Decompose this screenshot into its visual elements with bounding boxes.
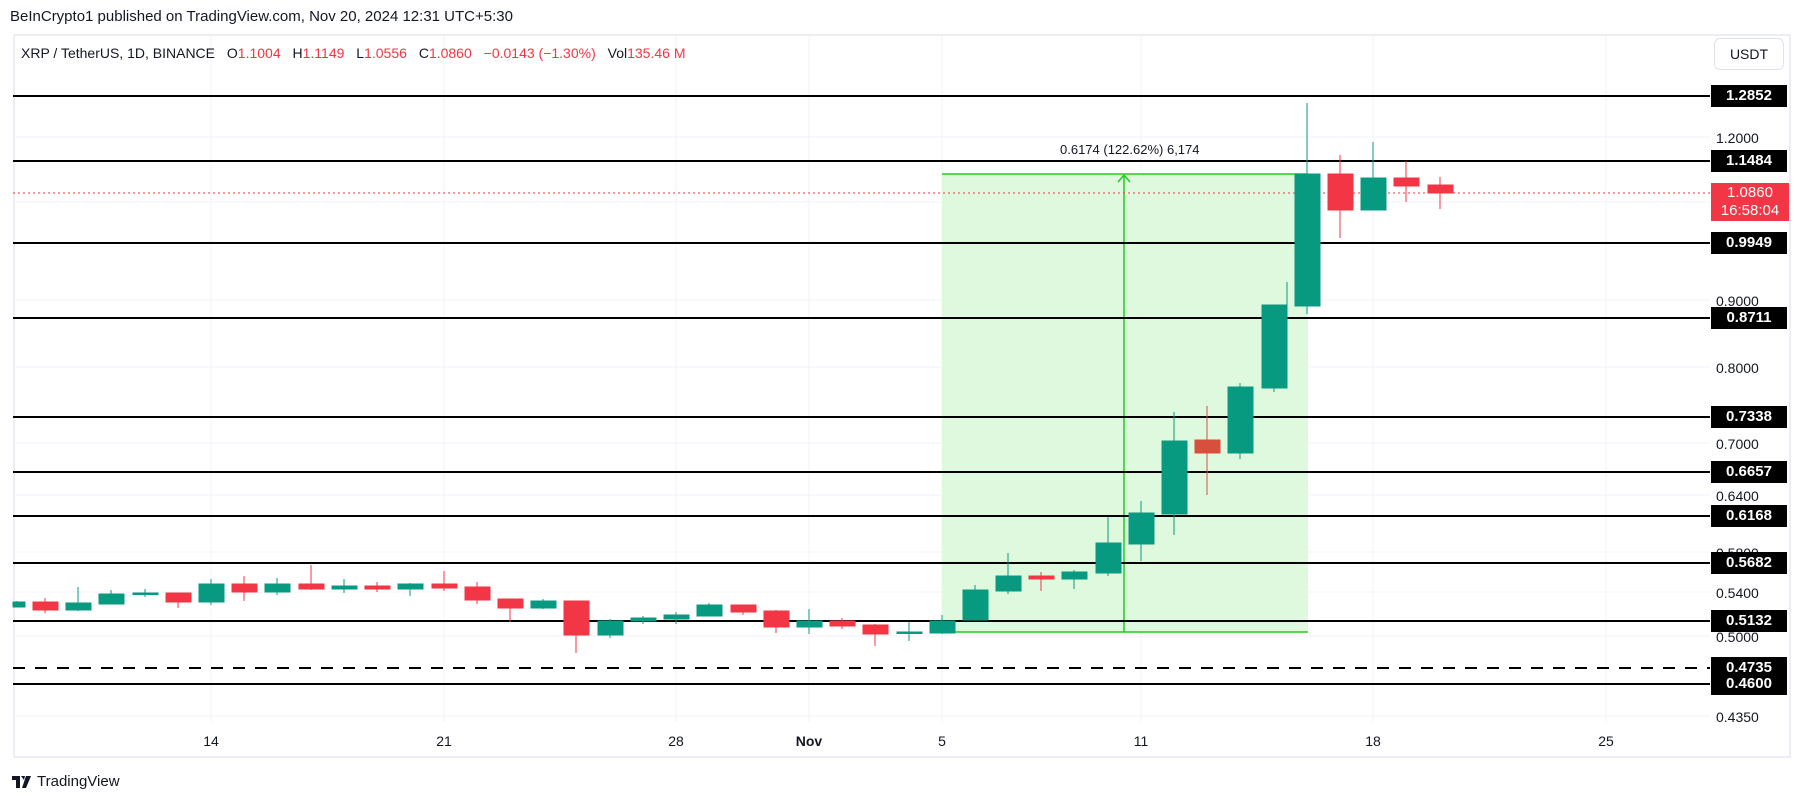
- y-tick: 0.6400: [1716, 488, 1759, 504]
- published-caption: BeInCrypto1 published on TradingView.com…: [10, 8, 513, 25]
- x-tick: 18: [1365, 733, 1381, 749]
- level-tag[interactable]: 0.6657: [1711, 461, 1787, 483]
- high-label: H: [292, 45, 303, 61]
- grid: [15, 36, 1710, 722]
- chart-frame: [13, 34, 1791, 758]
- level-tag[interactable]: 0.6168: [1711, 505, 1787, 527]
- y-tick: 0.5000: [1716, 629, 1759, 645]
- bar-countdown: 16:58:04: [1720, 202, 1780, 219]
- x-tick-month: Nov: [795, 733, 823, 749]
- y-tick: 0.7000: [1716, 436, 1759, 452]
- y-tick: 0.5400: [1716, 585, 1759, 601]
- tradingview-logo[interactable]: TradingView: [12, 773, 120, 790]
- level-tag[interactable]: 0.8711: [1711, 307, 1787, 329]
- level-tag[interactable]: 0.5132: [1711, 610, 1787, 632]
- y-tick: 0.4350: [1716, 709, 1759, 725]
- level-tag[interactable]: 0.9949: [1711, 232, 1787, 254]
- currency-button[interactable]: USDT: [1714, 38, 1784, 70]
- change-value: −0.0143 (−1.30%): [483, 45, 596, 61]
- level-tag[interactable]: 1.2852: [1711, 85, 1787, 107]
- high-value: 1.1149: [302, 45, 345, 61]
- volume-label: Vol: [607, 45, 628, 61]
- y-tick: 0.8000: [1716, 360, 1759, 376]
- volume-value: 135.46 M: [627, 45, 686, 61]
- open-value: 1.1004: [237, 45, 281, 61]
- x-tick: 5: [938, 733, 946, 749]
- x-tick: 25: [1598, 733, 1614, 749]
- symbol-legend: XRP / TetherUS, 1D, BINANCE O1.1004 H1.1…: [21, 45, 685, 61]
- x-tick: 21: [436, 733, 452, 749]
- y-tick: 0.9000: [1716, 293, 1759, 309]
- last-price-tag: 1.0860 16:58:04: [1711, 183, 1789, 221]
- tradingview-logo-icon: [12, 775, 31, 788]
- level-tag[interactable]: 0.4600: [1711, 673, 1787, 695]
- x-tick: 11: [1133, 733, 1149, 749]
- close-value: 1.0860: [428, 45, 472, 61]
- tradingview-wordmark: TradingView: [37, 773, 120, 790]
- open-label: O: [226, 45, 238, 61]
- symbol-title: XRP / TetherUS, 1D, BINANCE: [21, 45, 215, 61]
- y-tick: 1.2000: [1716, 130, 1759, 146]
- measure-label: 0.6174 (122.62%) 6,174: [1060, 142, 1200, 157]
- level-tag[interactable]: 0.5682: [1711, 552, 1787, 574]
- last-price-value: 1.0860: [1727, 184, 1773, 201]
- close-label: C: [418, 45, 429, 61]
- candles: [12, 103, 1454, 653]
- low-value: 1.0556: [364, 45, 407, 61]
- x-tick: 14: [203, 733, 219, 749]
- x-tick: 28: [668, 733, 684, 749]
- support-resistance-levels[interactable]: [13, 95, 1710, 685]
- level-tag[interactable]: 0.7338: [1711, 406, 1787, 428]
- level-tag[interactable]: 1.1484: [1711, 150, 1787, 172]
- low-label: L: [356, 45, 365, 61]
